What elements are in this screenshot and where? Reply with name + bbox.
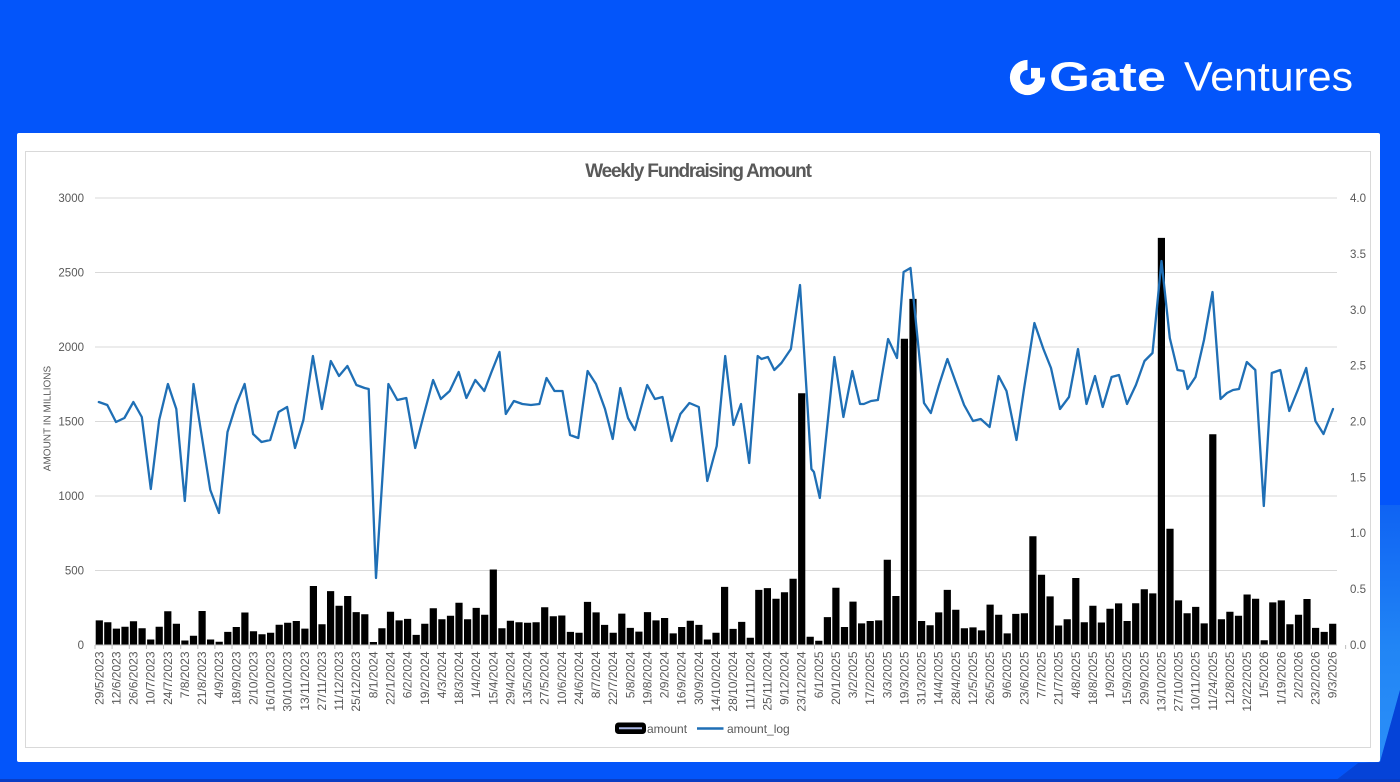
svg-text:14/10/2024: 14/10/2024 <box>709 651 723 711</box>
svg-text:13/10/2025: 13/10/2025 <box>1154 651 1168 711</box>
svg-text:25/12/2023: 25/12/2023 <box>349 651 363 711</box>
svg-text:1.5: 1.5 <box>1350 472 1366 484</box>
svg-text:Ventures: Ventures <box>1184 54 1353 100</box>
svg-text:18/8/2025: 18/8/2025 <box>1086 651 1100 705</box>
svg-text:28/4/2025: 28/4/2025 <box>949 651 963 705</box>
svg-text:15/9/2025: 15/9/2025 <box>1120 651 1134 705</box>
svg-text:25/11/2024: 25/11/2024 <box>760 651 774 710</box>
svg-text:30/10/2023: 30/10/2023 <box>281 651 295 711</box>
svg-text:23/6/2025: 23/6/2025 <box>1017 651 1031 705</box>
svg-text:31/3/2025: 31/3/2025 <box>915 651 929 705</box>
svg-text:Gate: Gate <box>1049 54 1166 100</box>
svg-text:5/8/2024: 5/8/2024 <box>623 651 637 698</box>
svg-text:2.5: 2.5 <box>1350 361 1366 373</box>
svg-text:9/12/2024: 9/12/2024 <box>778 651 792 705</box>
svg-text:29/4/2024: 29/4/2024 <box>503 651 517 705</box>
svg-text:29/5/2023: 29/5/2023 <box>92 651 106 705</box>
svg-text:22/7/2024: 22/7/2024 <box>606 651 620 705</box>
svg-text:8/1/2024: 8/1/2024 <box>366 651 380 698</box>
svg-text:26/5/2025: 26/5/2025 <box>983 651 997 705</box>
svg-text:3.0: 3.0 <box>1350 305 1366 317</box>
svg-text:1/5/2026: 1/5/2026 <box>1257 651 1271 698</box>
svg-text:12/22/2025: 12/22/2025 <box>1240 651 1254 711</box>
svg-text:10/6/2024: 10/6/2024 <box>555 651 569 705</box>
svg-text:6/2/2024: 6/2/2024 <box>401 651 415 698</box>
svg-text:amount: amount <box>647 722 688 736</box>
svg-text:6/1/2025: 6/1/2025 <box>812 651 826 698</box>
svg-text:10/7/2023: 10/7/2023 <box>144 651 158 705</box>
svg-text:23/12/2024: 23/12/2024 <box>795 651 809 711</box>
svg-text:12/5/2025: 12/5/2025 <box>966 651 980 705</box>
svg-text:0: 0 <box>78 640 84 652</box>
svg-text:Weekly Fundraising Amount: Weekly Fundraising Amount <box>585 161 812 182</box>
svg-text:24/6/2024: 24/6/2024 <box>572 651 586 705</box>
svg-text:21/7/2025: 21/7/2025 <box>1052 651 1066 705</box>
svg-text:19/8/2024: 19/8/2024 <box>641 651 655 705</box>
svg-text:9/3/2026: 9/3/2026 <box>1326 651 1340 698</box>
svg-text:3.5: 3.5 <box>1350 249 1366 261</box>
svg-text:amount_log: amount_log <box>727 722 790 736</box>
svg-text:AMOUNT IN MILLIONS: AMOUNT IN MILLIONS <box>43 365 54 471</box>
svg-text:1/9/2025: 1/9/2025 <box>1103 651 1117 698</box>
svg-text:11/12/2023: 11/12/2023 <box>332 651 346 710</box>
svg-text:12/6/2023: 12/6/2023 <box>109 651 123 705</box>
svg-text:27/11/2023: 27/11/2023 <box>315 651 329 710</box>
svg-text:11/24/2025: 11/24/2025 <box>1206 651 1220 710</box>
svg-text:16/9/2024: 16/9/2024 <box>675 651 689 705</box>
svg-text:29/9/2025: 29/9/2025 <box>1137 651 1151 705</box>
svg-text:18/9/2023: 18/9/2023 <box>229 651 243 705</box>
svg-text:500: 500 <box>65 566 84 578</box>
svg-text:4/9/2023: 4/9/2023 <box>212 651 226 698</box>
svg-text:11/11/2024: 11/11/2024 <box>743 651 757 710</box>
svg-text:13/11/2023: 13/11/2023 <box>298 651 312 710</box>
svg-text:13/5/2024: 13/5/2024 <box>521 651 535 705</box>
svg-text:2/10/2023: 2/10/2023 <box>247 651 261 705</box>
svg-text:15/4/2024: 15/4/2024 <box>486 651 500 705</box>
svg-text:3000: 3000 <box>58 193 84 205</box>
svg-text:28/10/2024: 28/10/2024 <box>726 651 740 711</box>
svg-text:1500: 1500 <box>58 417 84 429</box>
svg-text:7/8/2023: 7/8/2023 <box>178 651 192 698</box>
svg-text:19/2/2024: 19/2/2024 <box>418 651 432 705</box>
svg-text:27/5/2024: 27/5/2024 <box>538 651 552 705</box>
svg-text:0.5: 0.5 <box>1350 584 1366 596</box>
svg-text:23/2/2026: 23/2/2026 <box>1309 651 1323 705</box>
svg-text:8/7/2024: 8/7/2024 <box>589 651 603 698</box>
svg-text:17/2/2025: 17/2/2025 <box>863 651 877 705</box>
svg-text:27/10/2025: 27/10/2025 <box>1172 651 1186 711</box>
svg-text:2.0: 2.0 <box>1350 417 1366 429</box>
svg-text:19/3/2025: 19/3/2025 <box>897 651 911 705</box>
svg-text:0.0: 0.0 <box>1350 640 1366 652</box>
svg-text:2000: 2000 <box>58 342 84 354</box>
svg-text:3/2/2025: 3/2/2025 <box>846 651 860 698</box>
svg-text:18/3/2024: 18/3/2024 <box>452 651 466 705</box>
svg-text:9/6/2025: 9/6/2025 <box>1000 651 1014 698</box>
svg-text:1000: 1000 <box>58 491 84 503</box>
svg-text:2/2/2026: 2/2/2026 <box>1292 651 1306 698</box>
svg-text:4/8/2025: 4/8/2025 <box>1069 651 1083 698</box>
svg-text:30/9/2024: 30/9/2024 <box>692 651 706 705</box>
svg-text:16/10/2023: 16/10/2023 <box>264 651 278 711</box>
svg-text:21/8/2023: 21/8/2023 <box>195 651 209 705</box>
svg-text:14/4/2025: 14/4/2025 <box>932 651 946 705</box>
svg-text:4/3/2024: 4/3/2024 <box>435 651 449 698</box>
svg-text:7/7/2025: 7/7/2025 <box>1035 651 1049 698</box>
svg-text:26/6/2023: 26/6/2023 <box>127 651 141 705</box>
svg-text:22/1/2024: 22/1/2024 <box>384 651 398 705</box>
svg-text:1.0: 1.0 <box>1350 528 1366 540</box>
svg-text:24/7/2023: 24/7/2023 <box>161 651 175 705</box>
svg-text:2500: 2500 <box>58 268 84 280</box>
svg-text:10/11/2025: 10/11/2025 <box>1189 651 1203 710</box>
svg-text:20/1/2025: 20/1/2025 <box>829 651 843 705</box>
svg-text:2/9/2024: 2/9/2024 <box>658 651 672 698</box>
svg-text:3/3/2025: 3/3/2025 <box>880 651 894 698</box>
svg-text:1/19/2026: 1/19/2026 <box>1274 651 1288 705</box>
svg-text:4.0: 4.0 <box>1350 193 1366 205</box>
svg-text:1/4/2024: 1/4/2024 <box>469 651 483 698</box>
svg-text:12/8/2025: 12/8/2025 <box>1223 651 1237 705</box>
